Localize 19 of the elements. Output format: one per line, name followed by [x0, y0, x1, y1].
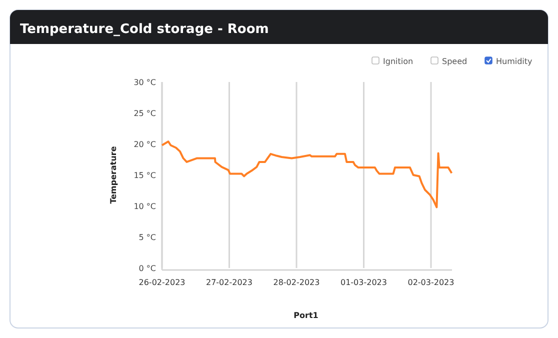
- x-tick-label: 27-02-2023: [206, 278, 252, 287]
- y-tick-label: 15 °C: [134, 171, 156, 180]
- y-tick-label: 30 °C: [134, 78, 156, 87]
- y-tick-label: 10 °C: [134, 202, 156, 211]
- y-tick-label: 5 °C: [138, 233, 156, 242]
- y-tick-label: 25 °C: [134, 109, 156, 118]
- text: Ignition: [383, 57, 414, 66]
- line-series: [161, 140, 453, 208]
- x-tick-label: 26-02-2023: [138, 278, 186, 287]
- text: Humidity: [496, 57, 533, 66]
- y-axis-title: Temperature: [109, 146, 118, 204]
- x-tick-label: 28-02-2023: [273, 278, 320, 287]
- x-tick-label: 01-03-2023: [340, 278, 387, 287]
- y-tick-label: 20 °C: [134, 140, 156, 149]
- text: Speed: [442, 57, 468, 66]
- y-tick-label: 0 °C: [138, 264, 156, 273]
- x-axis-title: Port1: [294, 311, 319, 320]
- chart-title: Temperature_Cold storage - Room: [20, 22, 269, 37]
- x-tick-label: 02-03-2023: [408, 278, 454, 287]
